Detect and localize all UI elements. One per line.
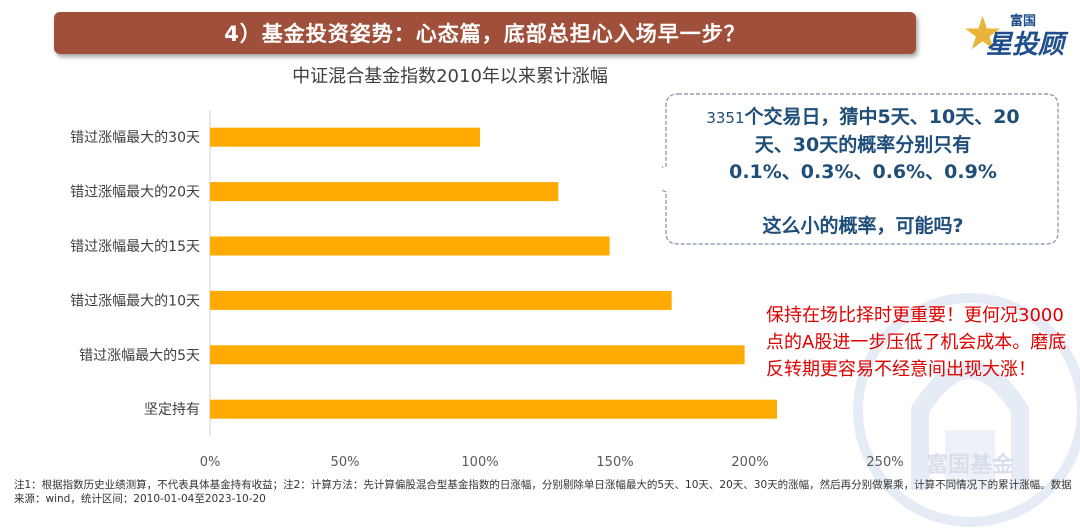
- category-label: 错过涨幅最大的5天: [79, 348, 200, 364]
- watermark-text: 富国基金: [926, 452, 1015, 478]
- bar: [210, 127, 480, 147]
- x-tick-label: 200%: [731, 455, 768, 470]
- bar: [210, 182, 559, 202]
- footnote: 注1：根据指数历史业绩测算，不代表具体基金持有收益；注2：计算方法：先计算偏股混…: [14, 479, 1072, 505]
- category-label: 错过涨幅最大的20天: [70, 185, 200, 201]
- bar-chart: 错过涨幅最大的30天错过涨幅最大的20天错过涨幅最大的15天错过涨幅最大的10天…: [70, 110, 904, 470]
- logo-top-text: 富国: [1010, 14, 1037, 29]
- x-tick-label: 150%: [596, 455, 633, 470]
- chart-title: 中证混合基金指数2010年以来累计涨幅: [292, 66, 608, 87]
- x-tick-label: 100%: [461, 455, 498, 470]
- logo-main-text: 星投顾: [986, 30, 1065, 60]
- bar: [210, 236, 610, 256]
- bubble-text: 3351个交易日，猜中5天、10天、20 天、30天的概率分别只有 0.1%、0…: [672, 104, 1054, 240]
- category-label: 错过涨幅最大的10天: [70, 293, 200, 309]
- brand-logo: ★ 富国 星投顾: [962, 4, 1072, 60]
- bubble-number: 3351: [706, 109, 745, 127]
- bar: [210, 399, 777, 419]
- x-tick-label: 0%: [200, 455, 221, 470]
- star-icon: ★: [962, 6, 1004, 60]
- red-note: 保持在场比择时更重要！更何况3000点的A股进一步压低了机会成本。磨底反转期更容…: [766, 305, 1067, 380]
- bubble-line3: 0.1%、0.3%、0.6%、0.9%: [729, 161, 997, 183]
- bar: [210, 290, 672, 310]
- speech-bubble: [662, 93, 1059, 245]
- bubble-line1: 个交易日，猜中5天、10天、20: [744, 106, 1020, 128]
- x-tick-label: 50%: [331, 455, 360, 470]
- category-label: 错过涨幅最大的30天: [70, 130, 200, 146]
- bubble-line2: 天、30天的概率分别只有: [754, 134, 972, 156]
- bar: [210, 345, 745, 365]
- category-label: 坚定持有: [144, 402, 200, 418]
- bubble-line4: 这么小的概率，可能吗?: [762, 215, 964, 237]
- category-label: 错过涨幅最大的15天: [70, 239, 200, 255]
- page-title: 4）基金投资姿势：心态篇，底部总担心入场早一步？: [54, 12, 916, 54]
- x-tick-label: 250%: [866, 455, 903, 470]
